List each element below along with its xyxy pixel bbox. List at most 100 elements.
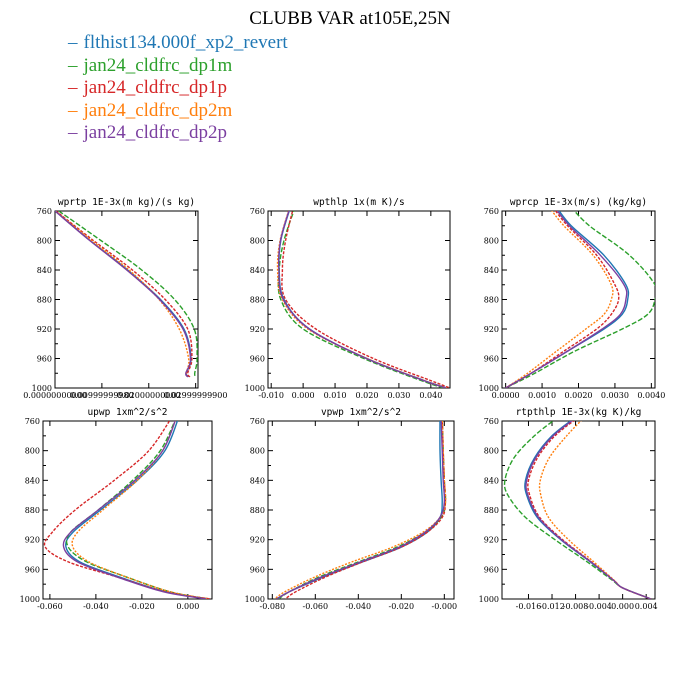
y-tick-label: 880 [484,506,499,515]
y-tick-label: 920 [484,325,499,334]
legend-swatch: – [68,122,78,143]
x-tick-label: -0.080 [259,602,285,611]
x-tick-label: -0.000 [432,602,458,611]
panel-title: wprtp 1E-3x(m kg)/(s kg) [58,197,195,208]
y-tick-label: 840 [250,266,265,275]
y-tick-label: 880 [484,296,499,305]
y-tick-label: 1000 [20,595,40,604]
y-tick-label: 1000 [479,595,499,604]
y-tick-label: 880 [250,506,265,515]
series-line [276,421,446,599]
legend-item: – jan24_cldfrc_dp1m [68,55,288,78]
x-tick-label: 0.000 [176,602,199,611]
x-tick-label: 0.000 [611,602,634,611]
series-line [65,421,209,599]
series-line [43,421,212,599]
chart-panel: upwp 1xm^2/s^27608008408809209601000-0.0… [20,407,213,611]
y-tick-label: 760 [484,417,499,426]
series-line [58,211,198,378]
x-tick-label: -0.016 [516,602,542,611]
legend-label: flthist134.000f_xp2_revert [83,32,288,53]
x-tick-label: 0.00999999980 [70,391,134,400]
x-tick-label: 0.020 [356,391,379,400]
x-tick-label: 0.0000 [492,391,520,400]
legend-item: – jan24_cldfrc_dp2m [68,100,288,123]
x-tick-label: 0.0020 [565,391,593,400]
y-tick-label: 920 [37,325,52,334]
panel-title: vpwp 1xm^2/s^2 [321,407,401,418]
legend-item: – jan24_cldfrc_dp1p [68,77,288,100]
x-tick-label: -0.060 [303,602,329,611]
legend-swatch: – [68,77,78,98]
series-line [55,211,192,378]
y-tick-label: 920 [484,536,499,545]
y-tick-label: 960 [250,355,265,364]
panel-title: upwp 1xm^2/s^2 [87,407,167,418]
y-tick-label: 840 [25,476,40,485]
series-line [503,421,652,599]
y-tick-label: 960 [484,355,499,364]
y-tick-label: 1000 [245,384,265,393]
x-tick-label: -0.060 [37,602,63,611]
plot-frame [267,210,451,389]
series-line [505,211,628,388]
y-tick-label: 800 [25,447,40,456]
series-line [62,421,207,599]
x-tick-label: -0.010 [258,391,284,400]
series-line [527,421,652,599]
panel-title: wpthlp 1x(m K)/s [313,197,405,208]
y-tick-label: 840 [250,476,265,485]
x-tick-label: 0.0030 [601,391,629,400]
y-tick-label: 800 [250,447,265,456]
y-tick-label: 1000 [245,595,265,604]
y-tick-label: 880 [250,296,265,305]
chart-panel: vpwp 1xm^2/s^27608008408809209601000-0.0… [245,407,457,611]
plot-frame [267,420,455,600]
x-tick-label: -0.040 [83,602,109,611]
plot-frame [54,210,199,389]
y-tick-label: 800 [484,237,499,246]
series-line [276,421,443,599]
series-line [277,211,447,388]
y-tick-label: 960 [25,565,40,574]
chart-panel: wprtp 1E-3x(m kg)/(s kg) 760 800 840 880 920 9… [23,197,227,400]
series-line [505,211,620,388]
y-tick-label: 920 [250,536,265,545]
y-tick-label: 760 [37,207,52,216]
plot-frame [501,210,656,389]
x-tick-label: -0.012 [539,602,565,611]
series-line [65,421,209,599]
plot-frame [501,420,656,600]
x-tick-label: -0.004 [586,602,612,611]
x-tick-label: 0.010 [324,391,347,400]
y-tick-label: 800 [484,447,499,456]
x-tick-label: 0.00000000000 [23,391,87,400]
legend: – flthist134.000f_xp2_revert – jan24_cldfr… [68,32,288,145]
y-tick-label: 800 [250,237,265,246]
series-line [505,211,655,388]
legend-label: jan24_cldfrc_dp1m [83,54,233,76]
series-line [284,421,447,599]
legend-swatch: – [68,32,78,53]
series-line [278,211,448,388]
legend-label: jan24_cldfrc_dp1p [83,77,228,98]
x-tick-label: -0.020 [129,602,155,611]
y-tick-label: 840 [484,476,499,485]
y-tick-label: 960 [37,355,52,364]
legend-label: jan24_cldfrc_dp2p [83,122,228,143]
series-line [55,211,192,378]
x-tick-label: -0.008 [563,602,589,611]
series-line [55,211,193,378]
series-line [274,421,447,599]
y-tick-label: 880 [37,296,52,305]
y-tick-label: 840 [484,266,499,275]
x-tick-label: 0.004 [635,602,658,611]
panel-title: wprcp 1E-3x(m/s) (kg/kg) [510,197,647,208]
y-tick-label: 840 [37,266,52,275]
x-tick-label: 0.040 [419,391,442,400]
series-line [505,211,614,388]
x-tick-label: -0.040 [346,602,372,611]
legend-swatch: – [68,54,78,76]
series-line [276,211,448,388]
